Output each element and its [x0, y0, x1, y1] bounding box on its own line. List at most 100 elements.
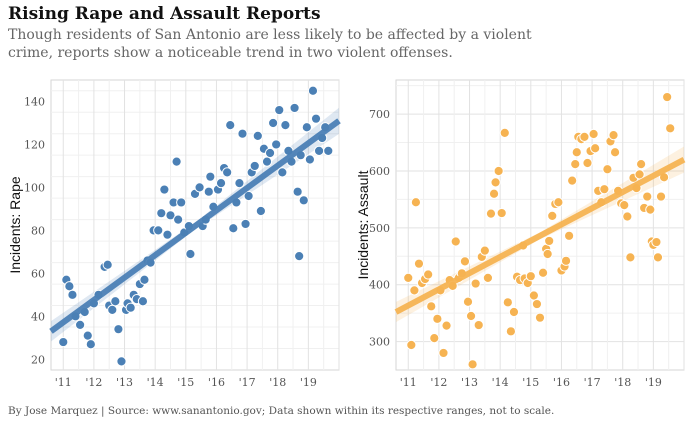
y-tick-label: 500	[369, 222, 390, 235]
data-point	[171, 156, 182, 167]
data-point	[602, 164, 613, 175]
x-tick-label: '18	[269, 376, 286, 389]
data-point	[289, 102, 300, 114]
data-point	[505, 326, 516, 337]
y-tick-label: 140	[24, 95, 45, 108]
x-tick-label: '16	[553, 376, 570, 389]
data-point	[294, 251, 305, 262]
data-point	[609, 147, 621, 158]
data-point	[185, 248, 196, 260]
data-point	[110, 296, 121, 307]
data-point	[564, 230, 575, 241]
x-tick-label: '17	[239, 376, 256, 389]
x-tick-label: '19	[645, 376, 662, 389]
data-point	[567, 175, 578, 186]
x-tick-label: '13	[116, 376, 133, 389]
x-tick-label: '14	[492, 376, 509, 389]
data-point	[642, 191, 653, 202]
chart-title: Rising Rape and Assault Reports	[8, 4, 321, 24]
data-point	[153, 225, 164, 236]
data-point	[462, 296, 474, 307]
data-point	[488, 188, 500, 199]
data-point	[622, 211, 633, 222]
x-tick-label: '11	[400, 376, 417, 389]
x-tick-label: '12	[430, 376, 447, 389]
data-point	[406, 339, 417, 351]
chart-panel-0: 20 40 60 80 100 120 140 '11 '12 '13 '14 '15 '16 '17 '1…	[7, 79, 341, 389]
data-point	[619, 199, 630, 211]
data-point	[413, 258, 425, 269]
data-point	[116, 356, 127, 367]
y-tick-label: 400	[369, 279, 390, 292]
data-point	[651, 236, 662, 248]
data-point	[423, 269, 434, 280]
data-point	[496, 207, 507, 219]
data-point	[634, 169, 645, 180]
data-point	[499, 127, 510, 138]
y-axis-label: Incidents: Rape	[7, 176, 23, 273]
data-point	[429, 333, 440, 344]
data-point	[571, 147, 582, 158]
data-point	[125, 302, 136, 313]
data-point	[479, 245, 490, 256]
data-point	[470, 278, 481, 289]
source-credit: By Jose Marquez | Source: www.sanantonio…	[8, 405, 555, 417]
y-tick-label: 60	[31, 267, 45, 280]
x-tick-label: '15	[177, 376, 194, 389]
data-point	[107, 304, 118, 315]
data-point	[625, 252, 636, 263]
data-point	[409, 285, 420, 296]
data-point	[237, 128, 248, 139]
data-point	[113, 324, 124, 335]
y-tick-label: 300	[369, 336, 390, 349]
data-point	[67, 289, 78, 300]
x-tick-label: '12	[85, 376, 102, 389]
data-point	[465, 310, 477, 322]
y-tick-label: 120	[24, 138, 45, 151]
x-tick-label: '19	[300, 376, 317, 389]
data-point	[432, 313, 443, 324]
data-point	[274, 104, 285, 116]
trend-line	[394, 156, 686, 315]
x-tick-label: '13	[461, 376, 478, 389]
data-point	[156, 208, 167, 219]
data-point	[570, 159, 581, 170]
data-point	[588, 128, 599, 140]
data-point	[64, 281, 75, 292]
data-point	[304, 154, 315, 165]
data-point	[225, 120, 236, 131]
data-point	[313, 145, 325, 156]
x-tick-label: '16	[208, 376, 225, 389]
data-point	[473, 319, 484, 331]
y-tick-label: 600	[369, 165, 390, 178]
data-point	[426, 301, 437, 312]
y-tick-label: 80	[31, 224, 45, 237]
data-point	[636, 159, 647, 170]
data-point	[222, 167, 233, 178]
y-tick-label: 100	[24, 181, 45, 194]
data-point	[537, 267, 549, 278]
data-point	[165, 210, 176, 221]
data-point	[579, 131, 590, 142]
data-point	[482, 272, 494, 283]
data-point	[553, 197, 564, 208]
data-point	[323, 145, 334, 156]
data-point	[459, 256, 471, 267]
data-point	[608, 130, 619, 141]
trend-line	[49, 118, 341, 334]
x-tick-label: '15	[522, 376, 539, 389]
data-point	[590, 143, 601, 154]
data-point	[441, 320, 452, 331]
x-tick-label: '11	[55, 376, 72, 389]
data-point	[176, 197, 187, 208]
x-tick-label: '18	[614, 376, 631, 389]
data-point	[508, 306, 520, 318]
data-point	[502, 297, 513, 308]
data-point	[542, 248, 553, 260]
y-tick-label: 20	[31, 353, 45, 366]
data-point	[655, 191, 667, 202]
data-point	[85, 339, 96, 350]
data-point	[277, 167, 288, 178]
data-point	[490, 177, 501, 188]
